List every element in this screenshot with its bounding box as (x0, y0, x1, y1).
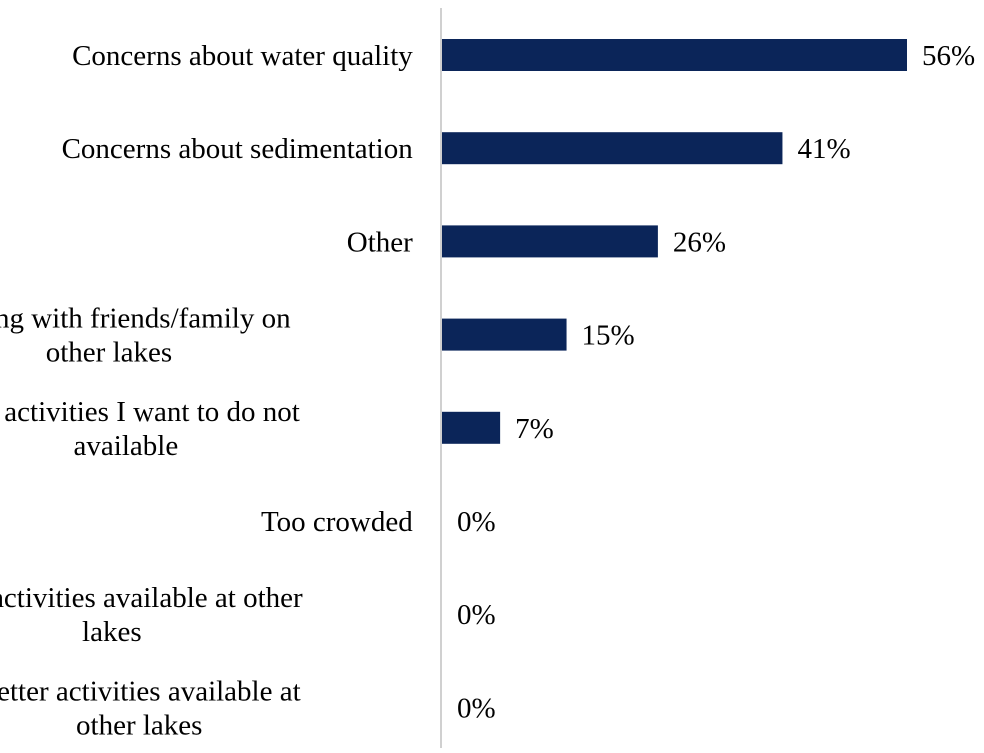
bar (442, 225, 658, 258)
category-label: Too crowded (261, 506, 413, 538)
category-label: Better activities available at other lake… (0, 675, 301, 741)
category-label: Concerns about water quality (72, 40, 413, 72)
data-label: 26% (673, 226, 726, 258)
data-label: 56% (922, 40, 975, 72)
bar (442, 39, 907, 71)
bar (442, 132, 783, 165)
data-label: 7% (515, 413, 554, 445)
data-label: 0% (457, 692, 496, 724)
data-label: 0% (457, 599, 496, 631)
data-label: 41% (797, 133, 850, 165)
bar (442, 411, 501, 444)
category-label: Other (347, 226, 413, 258)
data-label: 15% (582, 320, 635, 352)
data-label: 0% (457, 506, 496, 538)
category-label: Concerns about sedimentation (62, 133, 414, 165)
bar (442, 318, 567, 351)
